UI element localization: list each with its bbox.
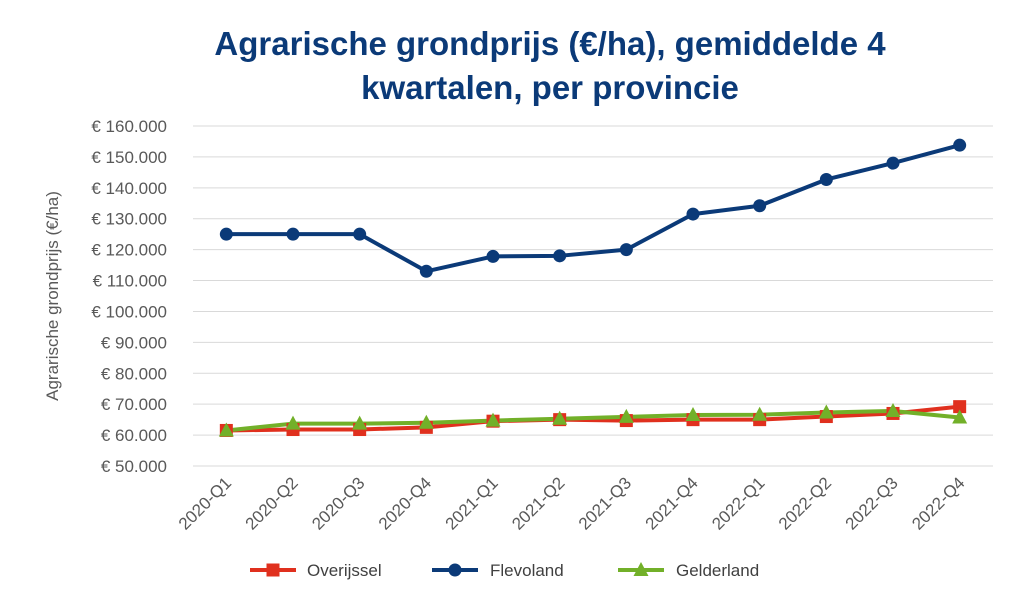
legend: Overijssel Flevoland Gelderland (250, 561, 759, 580)
data-point-flevoland (419, 264, 433, 278)
data-point-flevoland (819, 172, 833, 186)
x-tick-label: 2021-Q1 (442, 473, 502, 533)
chart-title: Agrarische grondprijs (€/ha), gemiddelde… (0, 22, 1024, 110)
data-point-gelderland (952, 409, 968, 424)
x-tick-label: 2020-Q2 (242, 473, 302, 533)
x-tick-label: 2021-Q3 (575, 473, 635, 533)
data-point-flevoland (686, 207, 700, 221)
data-point-gelderland (485, 412, 501, 427)
y-tick-label: € 140.000 (91, 179, 167, 198)
data-point-flevoland (219, 227, 233, 241)
data-point-flevoland (286, 227, 300, 241)
y-tick-labels: € 50.000 € 60.000 € 70.000 € 80.000 € 90.000… (91, 117, 167, 476)
y-tick-label: € 60.000 (101, 426, 167, 445)
data-point-flevoland (486, 249, 500, 263)
data-point-flevoland (619, 243, 633, 257)
x-tick-label: 2020-Q3 (308, 473, 368, 533)
legend-marker-flevoland (448, 563, 462, 577)
y-tick-label: € 80.000 (101, 364, 167, 383)
series-line-overijssel (224, 404, 962, 433)
y-tick-label: € 100.000 (91, 302, 167, 321)
y-tick-label: € 150.000 (91, 148, 167, 167)
legend-label-overijssel: Overijssel (307, 561, 382, 580)
y-tick-label: € 110.000 (93, 272, 167, 291)
y-tick-label: € 160.000 (91, 117, 167, 136)
x-tick-label: 2022-Q4 (908, 473, 968, 533)
y-tick-label: € 120.000 (91, 241, 167, 260)
data-point-gelderland (818, 404, 834, 419)
data-point-gelderland (552, 410, 568, 425)
chart-title-line-1: Agrarische grondprijs (€/ha), gemiddelde… (214, 25, 886, 62)
legend-marker-gelderland (633, 562, 649, 576)
y-axis-label: Agrarische grondprijs (€/ha) (43, 191, 62, 401)
chart-title-line-2: kwartalen, per provincie (361, 69, 739, 106)
x-tick-label: 2021-Q4 (642, 473, 702, 533)
data-point-gelderland (618, 408, 634, 423)
data-point-gelderland (352, 415, 368, 430)
series-markers (218, 138, 968, 437)
x-tick-label: 2020-Q4 (375, 473, 435, 533)
x-tick-label: 2020-Q1 (175, 473, 235, 533)
data-point-gelderland (418, 414, 434, 429)
series-lines (224, 143, 962, 433)
y-tick-label: € 90.000 (101, 333, 167, 352)
data-point-flevoland (953, 138, 967, 152)
x-tick-labels: 2020-Q1 2020-Q2 2020-Q3 2020-Q4 2021-Q1 2021-… (175, 473, 969, 533)
series-line-flevoland (224, 143, 962, 274)
y-tick-label: € 50.000 (101, 457, 167, 476)
legend-label-gelderland: Gelderland (676, 561, 759, 580)
legend-marker-overijssel (266, 563, 280, 577)
data-point-gelderland (685, 407, 701, 421)
data-point-gelderland (285, 415, 301, 430)
x-tick-label: 2022-Q3 (842, 473, 902, 533)
y-tick-label: € 70.000 (101, 395, 167, 414)
data-point-gelderland (885, 402, 901, 417)
data-point-overijssel (953, 400, 967, 414)
data-point-flevoland (353, 227, 367, 241)
y-tick-label: € 130.000 (91, 210, 167, 229)
gridlines (193, 125, 993, 467)
data-point-gelderland (218, 422, 234, 437)
x-tick-label: 2022-Q2 (775, 473, 835, 533)
data-point-flevoland (753, 199, 767, 213)
data-point-flevoland (886, 156, 900, 170)
x-tick-label: 2021-Q2 (508, 473, 568, 533)
data-point-flevoland (553, 249, 567, 263)
series-line-gelderland (224, 408, 962, 433)
data-point-gelderland (752, 406, 768, 421)
x-tick-label: 2022-Q1 (708, 473, 768, 533)
legend-label-flevoland: Flevoland (490, 561, 564, 580)
